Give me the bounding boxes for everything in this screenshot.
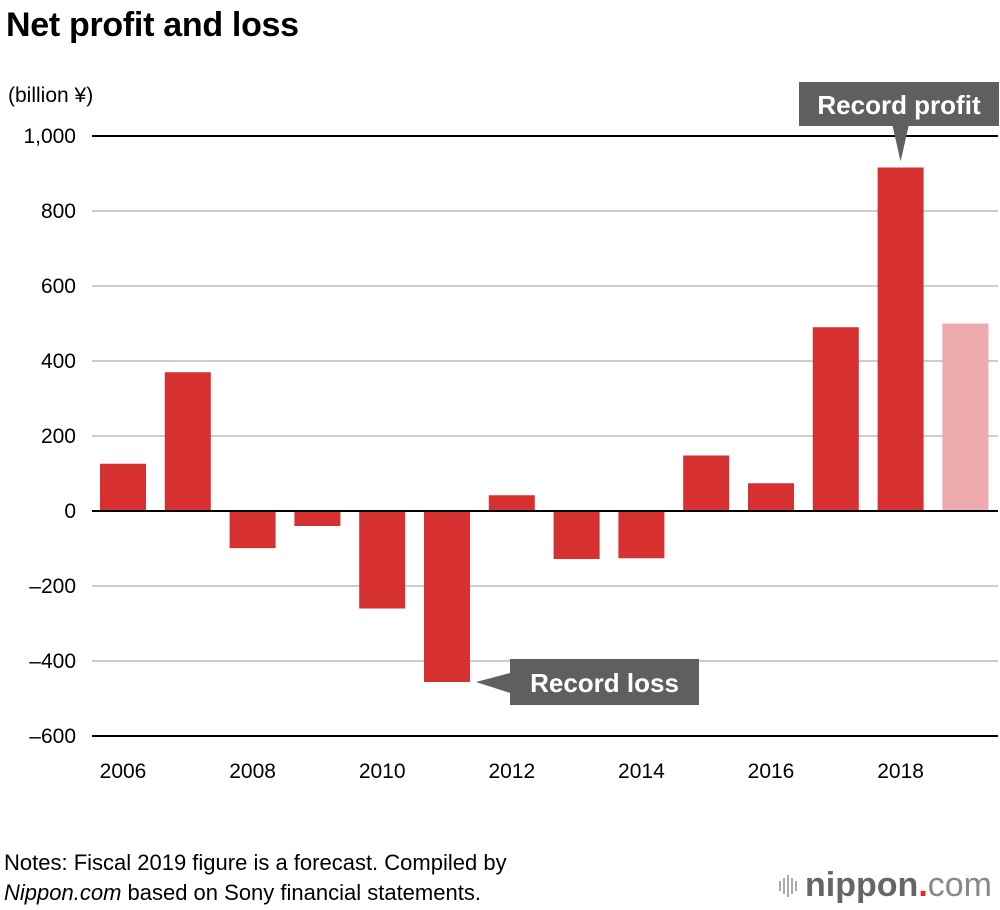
y-tick-label: –400 xyxy=(29,650,76,673)
x-tick-label: 2010 xyxy=(359,760,406,783)
callout-pointer xyxy=(476,673,510,693)
bar xyxy=(877,167,924,511)
logo-name: nippon xyxy=(805,866,919,904)
bar xyxy=(100,463,146,511)
y-tick-label: 1,000 xyxy=(23,125,76,148)
y-axis-unit-label: (billion ¥) xyxy=(8,84,94,107)
bar xyxy=(618,511,665,559)
y-tick-label: 600 xyxy=(41,275,76,298)
bar xyxy=(359,511,406,609)
notes-suffix: based on Sony financial statements. xyxy=(121,880,481,905)
x-tick-label: 2016 xyxy=(748,760,795,783)
bar xyxy=(294,511,341,526)
x-tick-label: 2008 xyxy=(229,760,276,783)
y-tick-label: 200 xyxy=(41,425,76,448)
notes-line-2: Nippon.com based on Sony financial state… xyxy=(4,878,507,908)
forecast-bar xyxy=(942,323,989,511)
bar xyxy=(424,511,470,682)
chart-notes: Notes: Fiscal 2019 figure is a forecast.… xyxy=(4,848,507,908)
record-profit-label: Record profit xyxy=(817,90,981,120)
logo-soundwave-icon xyxy=(779,874,798,897)
record-loss-callout xyxy=(510,659,699,705)
notes-source-name: Nippon.com xyxy=(4,880,122,905)
callout-pointer xyxy=(892,126,909,162)
bar xyxy=(229,511,276,549)
nippon-logo: nippon. com xyxy=(779,866,992,905)
bar xyxy=(553,511,600,559)
bar xyxy=(683,455,730,511)
bar xyxy=(488,495,535,511)
x-tick-label: 2006 xyxy=(100,760,147,783)
x-tick-label: 2018 xyxy=(877,760,924,783)
y-tick-label: 400 xyxy=(41,350,76,373)
notes-line-1: Notes: Fiscal 2019 figure is a forecast.… xyxy=(4,850,507,875)
y-tick-label: –200 xyxy=(29,575,76,598)
logo-tld: com xyxy=(927,866,992,904)
bar xyxy=(812,327,859,511)
x-tick-label: 2012 xyxy=(488,760,535,783)
chart-title: Net profit and loss xyxy=(6,6,299,44)
y-tick-label: –600 xyxy=(29,725,76,748)
record-profit-callout xyxy=(799,82,999,126)
record-loss-label: Record loss xyxy=(530,668,679,698)
y-tick-label: 0 xyxy=(64,500,76,523)
bar xyxy=(748,483,794,511)
x-tick-label: 2014 xyxy=(618,760,665,783)
y-tick-label: 800 xyxy=(41,200,76,223)
logo-dot: . xyxy=(918,866,928,904)
bar xyxy=(164,372,211,511)
